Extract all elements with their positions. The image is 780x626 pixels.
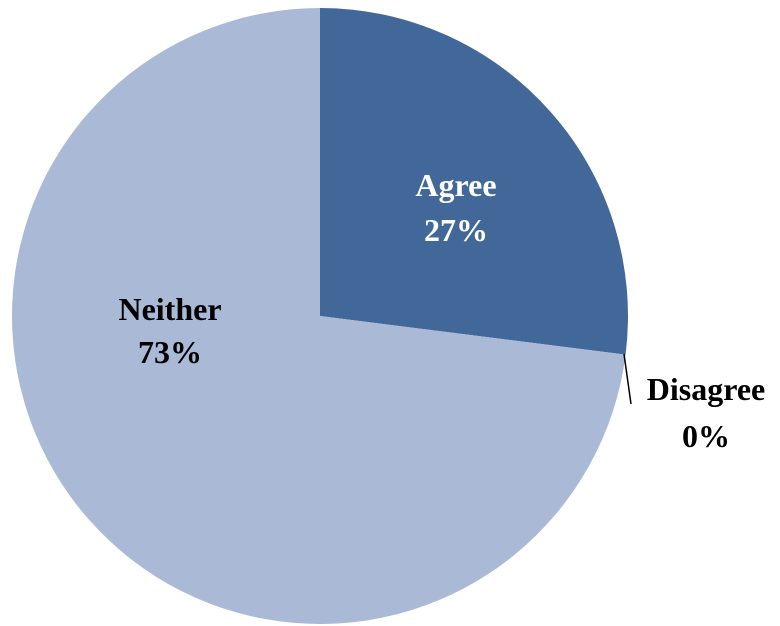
slice-value-agree: 27% xyxy=(424,212,488,248)
disagree-leader-line xyxy=(623,353,632,405)
pie-slice-neither xyxy=(11,8,626,624)
slice-label-disagree: Disagree xyxy=(647,371,765,407)
slice-label-agree: Agree xyxy=(415,167,496,203)
slice-value-disagree: 0% xyxy=(682,418,730,454)
pie-slice-agree xyxy=(320,8,628,355)
slice-value-neither: 73% xyxy=(138,334,202,370)
slice-label-neither: Neither xyxy=(118,291,221,327)
